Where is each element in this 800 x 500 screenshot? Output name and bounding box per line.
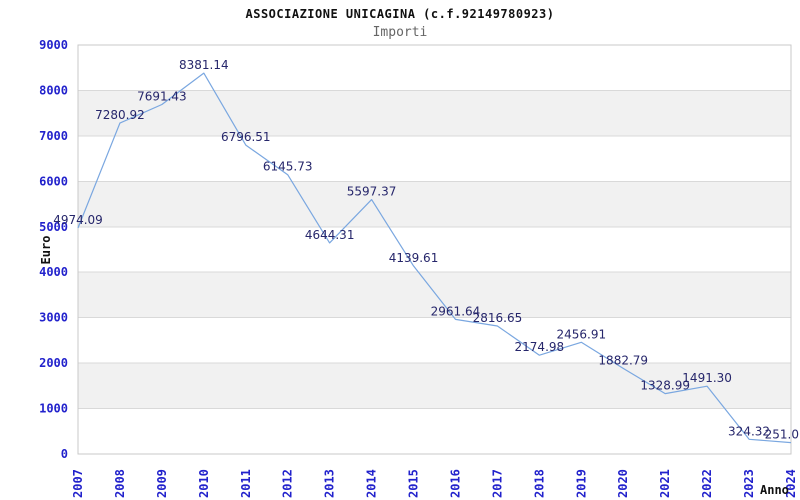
x-axis-title: Anno — [760, 483, 789, 497]
x-tick-label: 2011 — [239, 469, 253, 498]
x-tick-label: 2008 — [113, 469, 127, 498]
x-tick-label: 2007 — [71, 469, 85, 498]
background-band — [78, 272, 791, 318]
data-point-label: 1491.30 — [682, 371, 732, 385]
x-tick-label: 2020 — [616, 469, 630, 498]
y-tick-label: 0 — [61, 447, 68, 461]
x-tick-label: 2013 — [323, 469, 337, 498]
x-tick-label: 2012 — [281, 469, 295, 498]
data-point-label: 4644.31 — [305, 228, 355, 242]
x-tick-label: 2019 — [574, 469, 588, 498]
x-tick-label: 2010 — [197, 469, 211, 498]
y-axis-title: Euro — [39, 235, 53, 265]
data-point-label: 2816.65 — [473, 311, 523, 325]
x-tick-label: 2017 — [490, 469, 504, 498]
y-tick-label: 4000 — [39, 265, 68, 279]
x-tick-label: 2009 — [155, 469, 169, 498]
x-tick-label: 2018 — [532, 469, 546, 498]
chart-subtitle: Importi — [372, 25, 428, 40]
x-tick-label: 2021 — [658, 469, 672, 498]
x-tick-label: 2015 — [407, 469, 421, 498]
x-tick-label: 2016 — [448, 469, 462, 498]
x-tick-label: 2022 — [700, 469, 714, 498]
chart-title: ASSOCIAZIONE UNICAGINA (c.f.92149780923) — [245, 7, 555, 21]
data-point-label: 4974.09 — [53, 213, 103, 227]
plot-border — [77, 44, 792, 455]
background-band — [78, 90, 791, 136]
data-point-label: 7280.92 — [95, 108, 145, 122]
x-tick-label: 2014 — [365, 469, 379, 498]
y-tick-label: 2000 — [39, 356, 68, 370]
background-band — [78, 363, 791, 409]
data-point-label: 5597.37 — [347, 185, 397, 199]
data-point-label: 4139.61 — [389, 251, 439, 265]
data-point-label: 7691.43 — [137, 89, 187, 103]
data-point-label: 324.32 — [728, 424, 770, 438]
y-tick-label: 6000 — [39, 174, 68, 188]
data-point-label: 2456.91 — [556, 327, 606, 341]
y-tick-label: 3000 — [39, 311, 68, 325]
data-point-label: 6145.73 — [263, 160, 313, 174]
data-point-label: 6796.51 — [221, 130, 271, 144]
data-point-label: 1328.99 — [640, 379, 690, 393]
y-tick-label: 8000 — [39, 83, 68, 97]
data-point-label: 8381.14 — [179, 58, 229, 72]
y-tick-label: 1000 — [39, 402, 68, 416]
y-tick-label: 7000 — [39, 129, 68, 143]
trend-line — [77, 72, 792, 444]
background-band — [78, 181, 791, 227]
data-point-label: 2961.64 — [431, 304, 481, 318]
x-tick-label: 2023 — [742, 469, 756, 498]
data-point-label: 1882.79 — [598, 353, 648, 367]
y-tick-label: 5000 — [39, 220, 68, 234]
x-tick-label: 2024 — [784, 469, 798, 498]
data-point-label: 251.0 — [765, 428, 799, 442]
data-point-label: 2174.98 — [515, 340, 565, 354]
y-tick-label: 9000 — [39, 38, 68, 52]
